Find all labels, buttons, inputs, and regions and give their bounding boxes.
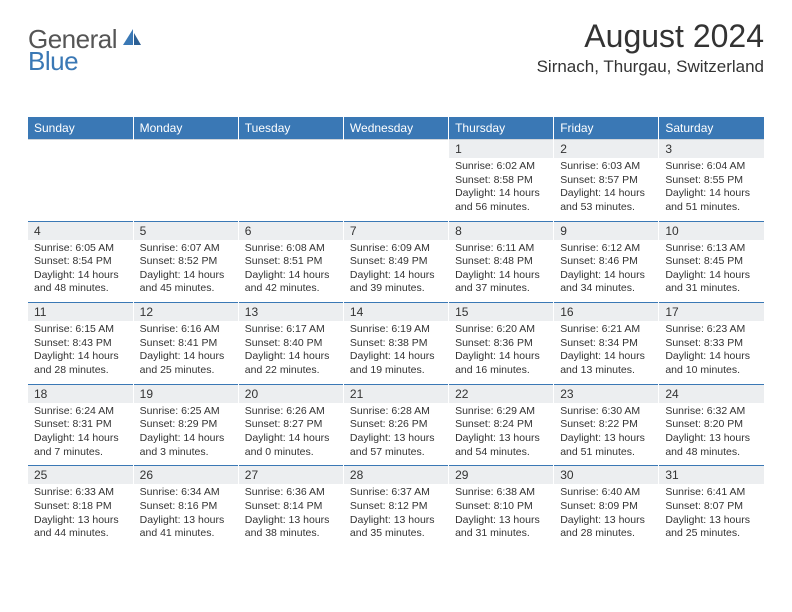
week-4-daynum-row: 18192021222324: [28, 384, 764, 403]
week-4-content-row: Sunrise: 6:24 AMSunset: 8:31 PMDaylight:…: [28, 403, 764, 466]
day-content-cell: Sunrise: 6:29 AMSunset: 8:24 PMDaylight:…: [449, 403, 554, 466]
day-content-cell: Sunrise: 6:32 AMSunset: 8:20 PMDaylight:…: [659, 403, 764, 466]
weekday-header-monday: Monday: [133, 117, 238, 140]
title-block: August 2024 Sirnach, Thurgau, Switzerlan…: [537, 18, 764, 77]
week-5-daynum-row: 25262728293031: [28, 466, 764, 485]
day-number-cell: 4: [28, 221, 133, 240]
weekday-header-row: SundayMondayTuesdayWednesdayThursdayFrid…: [28, 117, 764, 140]
day-number-cell: 11: [28, 303, 133, 322]
day-content-cell: Sunrise: 6:05 AMSunset: 8:54 PMDaylight:…: [28, 240, 133, 303]
weekday-header-tuesday: Tuesday: [238, 117, 343, 140]
day-content-cell: Sunrise: 6:25 AMSunset: 8:29 PMDaylight:…: [133, 403, 238, 466]
week-2-daynum-row: 45678910: [28, 221, 764, 240]
day-number-cell: 3: [659, 140, 764, 159]
day-content-cell: Sunrise: 6:02 AMSunset: 8:58 PMDaylight:…: [449, 158, 554, 221]
day-content-cell: Sunrise: 6:08 AMSunset: 8:51 PMDaylight:…: [238, 240, 343, 303]
day-content-cell: Sunrise: 6:24 AMSunset: 8:31 PMDaylight:…: [28, 403, 133, 466]
day-content-cell: Sunrise: 6:09 AMSunset: 8:49 PMDaylight:…: [343, 240, 448, 303]
day-number-cell: 20: [238, 384, 343, 403]
day-number-cell: 19: [133, 384, 238, 403]
day-number-cell: [343, 140, 448, 159]
day-number-cell: 27: [238, 466, 343, 485]
day-number-cell: 28: [343, 466, 448, 485]
day-number-cell: 18: [28, 384, 133, 403]
location-subtitle: Sirnach, Thurgau, Switzerland: [537, 57, 764, 77]
day-content-cell: Sunrise: 6:33 AMSunset: 8:18 PMDaylight:…: [28, 484, 133, 547]
calendar-table: SundayMondayTuesdayWednesdayThursdayFrid…: [28, 117, 764, 547]
day-number-cell: 29: [449, 466, 554, 485]
month-title: August 2024: [537, 18, 764, 55]
day-number-cell: 6: [238, 221, 343, 240]
day-number-cell: 24: [659, 384, 764, 403]
day-content-cell: Sunrise: 6:17 AMSunset: 8:40 PMDaylight:…: [238, 321, 343, 384]
day-number-cell: 16: [554, 303, 659, 322]
day-content-cell: [133, 158, 238, 221]
day-number-cell: 25: [28, 466, 133, 485]
week-5-content-row: Sunrise: 6:33 AMSunset: 8:18 PMDaylight:…: [28, 484, 764, 547]
day-content-cell: Sunrise: 6:26 AMSunset: 8:27 PMDaylight:…: [238, 403, 343, 466]
week-3-content-row: Sunrise: 6:15 AMSunset: 8:43 PMDaylight:…: [28, 321, 764, 384]
day-number-cell: 12: [133, 303, 238, 322]
day-number-cell: 26: [133, 466, 238, 485]
day-content-cell: Sunrise: 6:40 AMSunset: 8:09 PMDaylight:…: [554, 484, 659, 547]
day-number-cell: 23: [554, 384, 659, 403]
logo-text-blue: Blue: [28, 46, 78, 76]
day-number-cell: 31: [659, 466, 764, 485]
day-number-cell: 30: [554, 466, 659, 485]
day-number-cell: 21: [343, 384, 448, 403]
weekday-header-sunday: Sunday: [28, 117, 133, 140]
day-number-cell: 9: [554, 221, 659, 240]
logo-blue-line2: Blue: [28, 46, 78, 77]
weekday-header-friday: Friday: [554, 117, 659, 140]
day-number-cell: 22: [449, 384, 554, 403]
day-content-cell: Sunrise: 6:04 AMSunset: 8:55 PMDaylight:…: [659, 158, 764, 221]
day-content-cell: Sunrise: 6:12 AMSunset: 8:46 PMDaylight:…: [554, 240, 659, 303]
day-content-cell: Sunrise: 6:07 AMSunset: 8:52 PMDaylight:…: [133, 240, 238, 303]
day-content-cell: Sunrise: 6:20 AMSunset: 8:36 PMDaylight:…: [449, 321, 554, 384]
calendar-page: General August 2024 Sirnach, Thurgau, Sw…: [0, 0, 792, 612]
weekday-header-wednesday: Wednesday: [343, 117, 448, 140]
day-content-cell: [343, 158, 448, 221]
day-content-cell: Sunrise: 6:34 AMSunset: 8:16 PMDaylight:…: [133, 484, 238, 547]
day-content-cell: [238, 158, 343, 221]
day-content-cell: Sunrise: 6:19 AMSunset: 8:38 PMDaylight:…: [343, 321, 448, 384]
day-content-cell: Sunrise: 6:37 AMSunset: 8:12 PMDaylight:…: [343, 484, 448, 547]
day-content-cell: Sunrise: 6:11 AMSunset: 8:48 PMDaylight:…: [449, 240, 554, 303]
day-number-cell: 15: [449, 303, 554, 322]
day-content-cell: Sunrise: 6:28 AMSunset: 8:26 PMDaylight:…: [343, 403, 448, 466]
day-number-cell: 5: [133, 221, 238, 240]
day-content-cell: Sunrise: 6:16 AMSunset: 8:41 PMDaylight:…: [133, 321, 238, 384]
day-number-cell: 10: [659, 221, 764, 240]
week-2-content-row: Sunrise: 6:05 AMSunset: 8:54 PMDaylight:…: [28, 240, 764, 303]
day-content-cell: Sunrise: 6:41 AMSunset: 8:07 PMDaylight:…: [659, 484, 764, 547]
day-content-cell: Sunrise: 6:23 AMSunset: 8:33 PMDaylight:…: [659, 321, 764, 384]
day-number-cell: 8: [449, 221, 554, 240]
day-content-cell: Sunrise: 6:36 AMSunset: 8:14 PMDaylight:…: [238, 484, 343, 547]
day-number-cell: 17: [659, 303, 764, 322]
day-content-cell: Sunrise: 6:30 AMSunset: 8:22 PMDaylight:…: [554, 403, 659, 466]
day-number-cell: [28, 140, 133, 159]
weekday-header-saturday: Saturday: [659, 117, 764, 140]
day-content-cell: Sunrise: 6:13 AMSunset: 8:45 PMDaylight:…: [659, 240, 764, 303]
day-number-cell: 7: [343, 221, 448, 240]
day-content-cell: Sunrise: 6:15 AMSunset: 8:43 PMDaylight:…: [28, 321, 133, 384]
week-1-content-row: Sunrise: 6:02 AMSunset: 8:58 PMDaylight:…: [28, 158, 764, 221]
day-number-cell: 14: [343, 303, 448, 322]
week-3-daynum-row: 11121314151617: [28, 303, 764, 322]
day-number-cell: 2: [554, 140, 659, 159]
day-number-cell: [238, 140, 343, 159]
day-content-cell: Sunrise: 6:21 AMSunset: 8:34 PMDaylight:…: [554, 321, 659, 384]
day-number-cell: 1: [449, 140, 554, 159]
week-1-daynum-row: 123: [28, 140, 764, 159]
day-content-cell: Sunrise: 6:38 AMSunset: 8:10 PMDaylight:…: [449, 484, 554, 547]
weekday-header-thursday: Thursday: [449, 117, 554, 140]
day-number-cell: 13: [238, 303, 343, 322]
day-number-cell: [133, 140, 238, 159]
day-content-cell: [28, 158, 133, 221]
logo-sail-icon: [121, 27, 143, 52]
day-content-cell: Sunrise: 6:03 AMSunset: 8:57 PMDaylight:…: [554, 158, 659, 221]
page-header: General August 2024 Sirnach, Thurgau, Sw…: [28, 18, 764, 77]
